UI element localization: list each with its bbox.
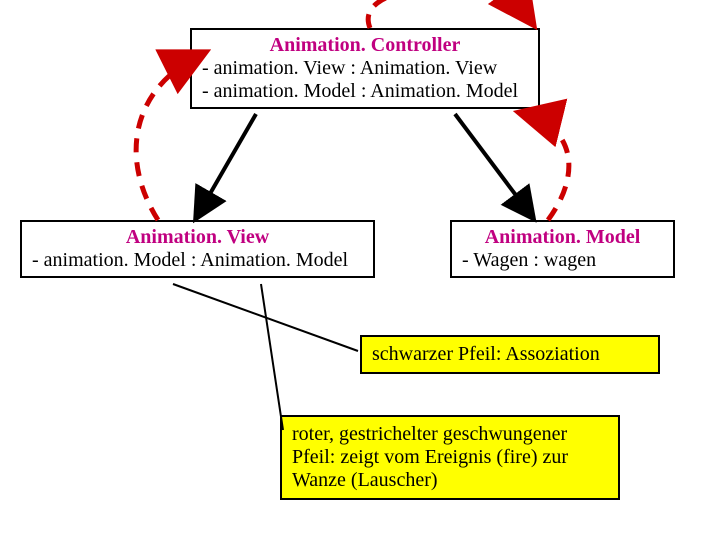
note-fire-line-2: Wanze (Lauscher) [292,469,608,492]
view-title: Animation. View [32,226,363,249]
view-line-0: - animation. Model : Animation. Model [32,249,363,272]
node-view: Animation. View - animation. Model : Ani… [20,220,375,278]
arrow-view-to-assoc-note [173,284,358,351]
model-line-0: - Wagen : wagen [462,249,663,272]
arrow-view-to-fire-note [261,284,283,430]
arrow-controller-to-view [196,114,256,218]
arrow-controller-to-model [455,114,533,218]
controller-line-1: - animation. Model : Animation. Model [202,80,528,103]
controller-line-0: - animation. View : Animation. View [202,57,528,80]
controller-title: Animation. Controller [202,34,528,57]
model-title: Animation. Model [462,226,663,249]
note-fire-line-1: Pfeil: zeigt vom Ereignis (fire) zur [292,446,608,469]
node-model: Animation. Model - Wagen : wagen [450,220,675,278]
dashed-arrow-controller-self [368,0,530,28]
dashed-arrow-model-to-controller [525,114,569,220]
note-fire-line-0: roter, gestrichelter geschwungener [292,423,608,446]
note-assoc-text: schwarzer Pfeil: Assoziation [372,343,600,365]
note-fire: roter, gestrichelter geschwungener Pfeil… [280,415,620,500]
node-controller: Animation. Controller - animation. View … [190,28,540,109]
note-assoc: schwarzer Pfeil: Assoziation [360,335,660,374]
